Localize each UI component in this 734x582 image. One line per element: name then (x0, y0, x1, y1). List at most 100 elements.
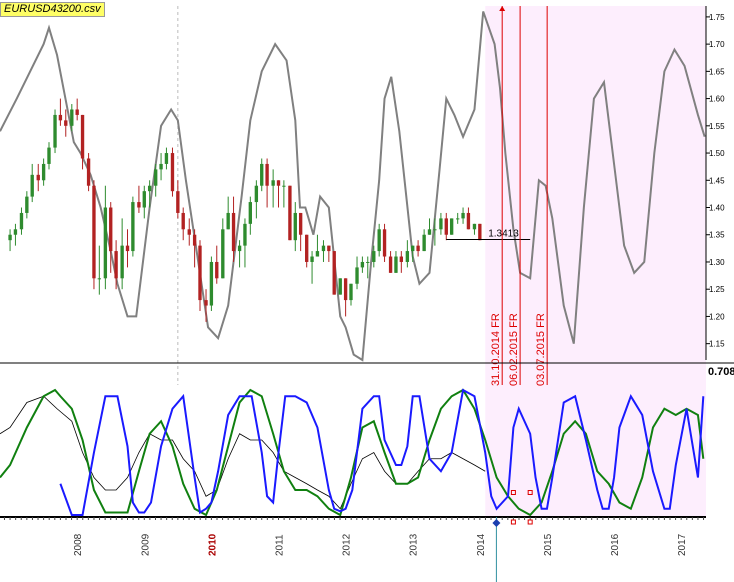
candle-body (461, 212, 465, 219)
candle-body (444, 218, 448, 235)
candle-body (456, 218, 460, 220)
candle-body (109, 207, 113, 252)
candle-body (215, 261, 219, 279)
candle-body (13, 229, 18, 235)
candle-body (355, 267, 359, 284)
candle-body (142, 191, 146, 208)
candle-body (103, 207, 108, 279)
price-tick-label: 1.45 (709, 176, 725, 185)
candle-body (192, 234, 197, 246)
candle-body (19, 212, 24, 230)
candle-body (159, 163, 163, 170)
candle-body (315, 251, 320, 257)
candle-body (58, 114, 63, 121)
candle-body (75, 109, 79, 115)
candle-body (30, 174, 34, 197)
candle-body (120, 245, 124, 279)
candle-body (394, 256, 398, 273)
candle-body (187, 229, 191, 235)
candle-body (411, 245, 415, 252)
time-tick-label: 2015 (543, 533, 554, 556)
candle-body (276, 180, 281, 186)
candle-body (449, 218, 454, 235)
time-tick-label: 2010 (207, 533, 218, 556)
price-tick-label: 1.60 (709, 95, 725, 104)
candle-body (131, 202, 135, 252)
candle-body (466, 212, 471, 230)
candle-body (25, 196, 29, 213)
candle-body (137, 202, 141, 208)
candle-body (41, 163, 46, 181)
candle-body (472, 223, 477, 230)
osc-marker (510, 490, 516, 495)
event-arrow (499, 6, 506, 11)
candle-body (147, 185, 152, 192)
oscillator-blue-line (59, 388, 705, 516)
time-tick-label: 2012 (342, 533, 353, 556)
price-tick-label: 1.40 (709, 204, 725, 213)
candle-body (254, 185, 259, 203)
event-label: 03.07.2015 FR (535, 313, 547, 386)
price-tick-label: 1.30 (709, 258, 725, 267)
candle-body (198, 245, 202, 301)
last-price-label: 1.3413 (488, 228, 519, 239)
candle-body (388, 256, 393, 273)
candle-body (53, 114, 57, 148)
axis-event-marker (510, 519, 516, 525)
candle-body (405, 251, 410, 262)
price-tick-label: 1.65 (709, 67, 725, 76)
candle-body (288, 185, 292, 241)
price-tick-label: 1.75 (709, 13, 725, 22)
candle-body (366, 261, 370, 263)
candle-body (298, 212, 303, 235)
axis-event-marker (527, 519, 533, 525)
candle-body (427, 229, 432, 235)
time-tick-label: 2009 (140, 533, 151, 556)
candle-body (221, 229, 225, 279)
forecast-region (485, 6, 706, 517)
candle-body (293, 212, 297, 241)
candle-body (209, 261, 214, 306)
cursor-marker (492, 519, 501, 527)
time-tick-label: 2013 (409, 533, 420, 556)
time-tick-label: 2011 (275, 534, 286, 556)
lower-value-label: 0.708 (708, 366, 734, 378)
candle-body (360, 261, 365, 268)
candle-body (92, 185, 96, 279)
event-label: 31.10.2014 FR (490, 313, 502, 386)
candle-body (164, 153, 169, 164)
candle-body (338, 278, 342, 295)
candle-body (243, 223, 247, 246)
time-tick-label: 2008 (73, 533, 84, 556)
candle-body (47, 147, 51, 164)
time-tick-label: 2016 (610, 533, 621, 556)
candle-body (248, 202, 252, 224)
candle-body (154, 169, 158, 186)
projection-line (0, 11, 706, 362)
candle-body (231, 212, 236, 252)
candle-body (70, 109, 74, 126)
candle-body (282, 185, 286, 187)
candle-body (343, 278, 348, 301)
price-tick-label: 1.25 (709, 285, 725, 294)
candle-body (114, 251, 118, 279)
candle-body (260, 163, 264, 186)
candle-body (310, 256, 314, 262)
price-tick-label: 1.50 (709, 149, 725, 158)
candle-body (439, 218, 443, 230)
candle-body (181, 212, 185, 230)
candle-body (64, 120, 68, 126)
candle-body (416, 245, 420, 252)
candle-body (382, 229, 387, 257)
candle-body (170, 153, 175, 192)
candle-body (422, 234, 426, 252)
candle-body (478, 223, 482, 241)
candle-body (80, 114, 85, 159)
candle-body (305, 234, 309, 262)
candle-body (204, 300, 208, 306)
candle-body (433, 229, 437, 231)
candle-body (176, 191, 180, 213)
price-tick-label: 1.55 (709, 122, 725, 131)
candle-body (321, 245, 326, 252)
